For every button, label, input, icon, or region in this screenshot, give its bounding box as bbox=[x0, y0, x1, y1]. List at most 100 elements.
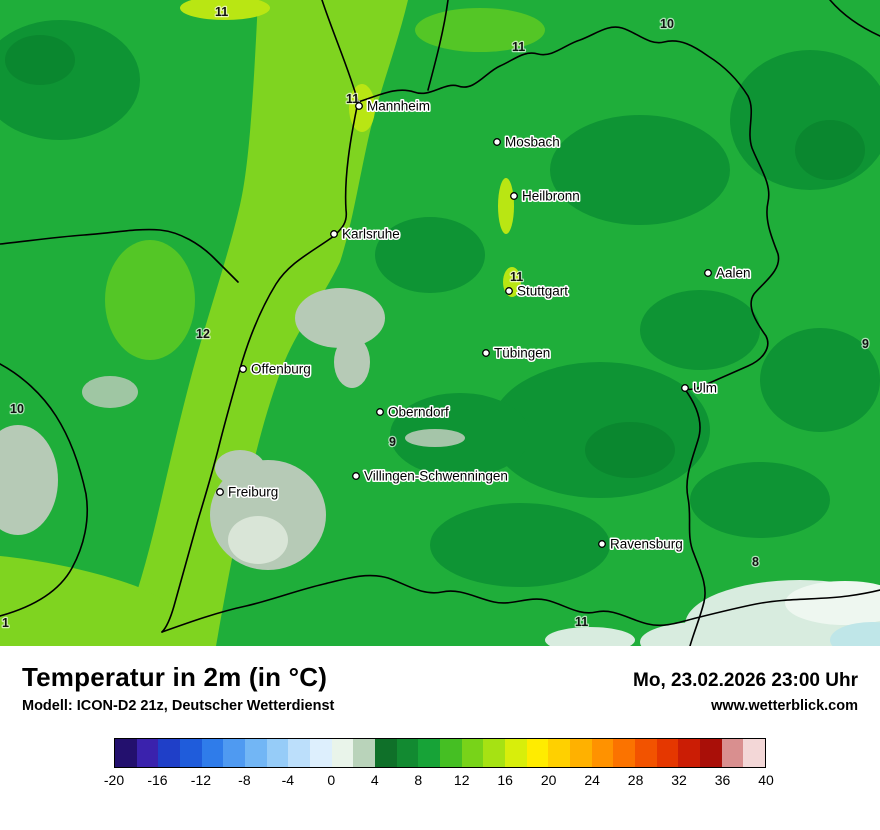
temperature-value: 11 bbox=[512, 40, 525, 54]
colorbar-tick-label: 12 bbox=[453, 772, 470, 788]
colorbar-tick-label: 40 bbox=[758, 772, 774, 788]
terrain-cold-ridge bbox=[295, 288, 385, 348]
city-dot bbox=[505, 287, 513, 295]
temperature-value: 11 bbox=[215, 5, 228, 19]
city-marker-karlsruhe: Karlsruhe bbox=[330, 225, 401, 243]
colorbar-segment bbox=[678, 739, 701, 767]
terrain-mid-patch bbox=[415, 8, 545, 52]
colorbar-tick-label: -20 bbox=[103, 772, 125, 788]
colorbar-segment bbox=[743, 739, 766, 767]
colorbar-tick-label: 0 bbox=[327, 772, 336, 788]
colorbar-segment bbox=[526, 739, 549, 767]
city-label: Tübingen bbox=[494, 346, 550, 361]
temperature-value: 12 bbox=[196, 327, 210, 341]
terrain-mid-patch bbox=[105, 240, 195, 360]
city-dot bbox=[239, 365, 247, 373]
temperature-value: 9 bbox=[389, 435, 396, 449]
city-label: Ulm bbox=[693, 381, 717, 396]
border-north-east bbox=[357, 26, 780, 391]
borders-layer bbox=[0, 0, 880, 646]
colorbar-tick-label: 4 bbox=[370, 772, 379, 788]
temperature-value: 8 bbox=[752, 555, 759, 569]
border-east-south bbox=[683, 387, 706, 646]
terrain-alpine-patch bbox=[640, 622, 760, 646]
city-marker-mannheim: Mannheim bbox=[355, 97, 432, 115]
city-marker-ulm: Ulm bbox=[681, 379, 719, 397]
colorbar-segment bbox=[548, 739, 571, 767]
city-markers-layer: Mannheim Mosbach Heilbronn Karlsruhe Stuttga… bbox=[216, 97, 752, 553]
colorbar-segment bbox=[158, 739, 181, 767]
city-marker-heilbronn: Heilbronn bbox=[510, 187, 581, 205]
city-marker-mosbach: Mosbach bbox=[493, 133, 561, 151]
colorbar-tick-label: -16 bbox=[147, 772, 168, 788]
forecast-datetime: Mo, 23.02.2026 23:00 Uhr bbox=[633, 670, 858, 691]
city-label: Karlsruhe bbox=[342, 227, 400, 242]
terrain-cool-patch bbox=[550, 115, 730, 225]
city-marker-offenburg: Offenburg bbox=[239, 360, 312, 378]
temperature-value: 1 bbox=[2, 616, 9, 630]
colorbar-segment bbox=[201, 739, 224, 767]
city-marker-stuttgart: Stuttgart bbox=[505, 282, 570, 300]
colorbar-segment bbox=[461, 739, 484, 767]
city-dot bbox=[493, 138, 501, 146]
border-top-right bbox=[829, 0, 880, 37]
terrain-bright-patch bbox=[498, 178, 514, 234]
colorbar-wrapper: -20 -16 -12 -8 -4 0 4 8 12 16 20 24 28 32 36 40 bbox=[104, 738, 774, 794]
terrain-cold-ridge-core bbox=[228, 516, 288, 564]
city-marker-villingen-schwenningen: Villingen-Schwenningen bbox=[352, 467, 509, 485]
temperature-value: 10 bbox=[10, 402, 24, 416]
footer-title-row: Temperatur in 2m (in °C) Mo, 23.02.2026 … bbox=[22, 662, 858, 693]
temperature-value: 11 bbox=[510, 270, 523, 284]
city-label: Aalen bbox=[716, 266, 751, 281]
terrain-layer bbox=[0, 0, 880, 646]
city-marker-freiburg: Freiburg bbox=[216, 483, 280, 501]
colorbar-segment bbox=[115, 739, 137, 767]
colorbar-segment bbox=[353, 739, 376, 767]
city-label: Heilbronn bbox=[522, 189, 580, 204]
city-dot bbox=[376, 408, 384, 416]
city-label: Stuttgart bbox=[517, 284, 568, 299]
map-container: 11 10 11 11 11 12 10 9 9 8 11 1 Mannheim Mosbach Heil… bbox=[0, 0, 880, 646]
city-label: Ravensburg bbox=[610, 537, 683, 552]
colorbar-segment bbox=[483, 739, 506, 767]
city-dot bbox=[704, 269, 712, 277]
city-dot bbox=[510, 192, 518, 200]
colorbar-tick-label: -12 bbox=[190, 772, 212, 788]
terrain-bright-patch bbox=[180, 0, 270, 20]
border-west bbox=[161, 0, 359, 633]
terrain-cold-ridge bbox=[334, 336, 370, 388]
city-marker-oberndorf: Oberndorf bbox=[376, 403, 451, 421]
colorbar-tick-label: 24 bbox=[584, 772, 600, 788]
colorbar-segment bbox=[288, 739, 311, 767]
terrain-warm-band bbox=[118, 0, 408, 646]
colorbar-tick-label: 8 bbox=[414, 772, 423, 788]
city-label: Freiburg bbox=[228, 485, 278, 500]
temperature-value: 10 bbox=[660, 17, 674, 31]
temperature-value: 11 bbox=[575, 615, 588, 629]
colorbar-segment bbox=[310, 739, 332, 767]
colorbar-tick-label: -4 bbox=[281, 772, 295, 788]
terrain-cooler-patch bbox=[795, 120, 865, 180]
city-dot bbox=[216, 488, 224, 496]
colorbar-tick-label: 20 bbox=[540, 772, 557, 788]
terrain-alpine-patch bbox=[785, 581, 880, 625]
city-label: Offenburg bbox=[251, 362, 311, 377]
colorbar-segment bbox=[396, 739, 419, 767]
colorbar-segment bbox=[440, 739, 462, 767]
city-dot bbox=[330, 230, 338, 238]
border-northwest bbox=[0, 228, 239, 283]
colorbar-segment bbox=[635, 739, 657, 767]
colorbar-segment bbox=[223, 739, 246, 767]
terrain-cool-patch bbox=[760, 328, 880, 432]
terrain-cold-ridge bbox=[0, 425, 58, 535]
colorbar-segment bbox=[613, 739, 636, 767]
terrain-alpine-patch bbox=[830, 622, 880, 646]
colorbar-segment bbox=[136, 739, 159, 767]
colorbar-segment bbox=[591, 739, 614, 767]
city-marker-aalen: Aalen bbox=[704, 264, 752, 282]
colorbar-segment bbox=[245, 739, 267, 767]
city-marker-t-bingen: Tübingen bbox=[482, 344, 552, 362]
border-france-west bbox=[0, 363, 89, 617]
city-dot bbox=[681, 384, 689, 392]
